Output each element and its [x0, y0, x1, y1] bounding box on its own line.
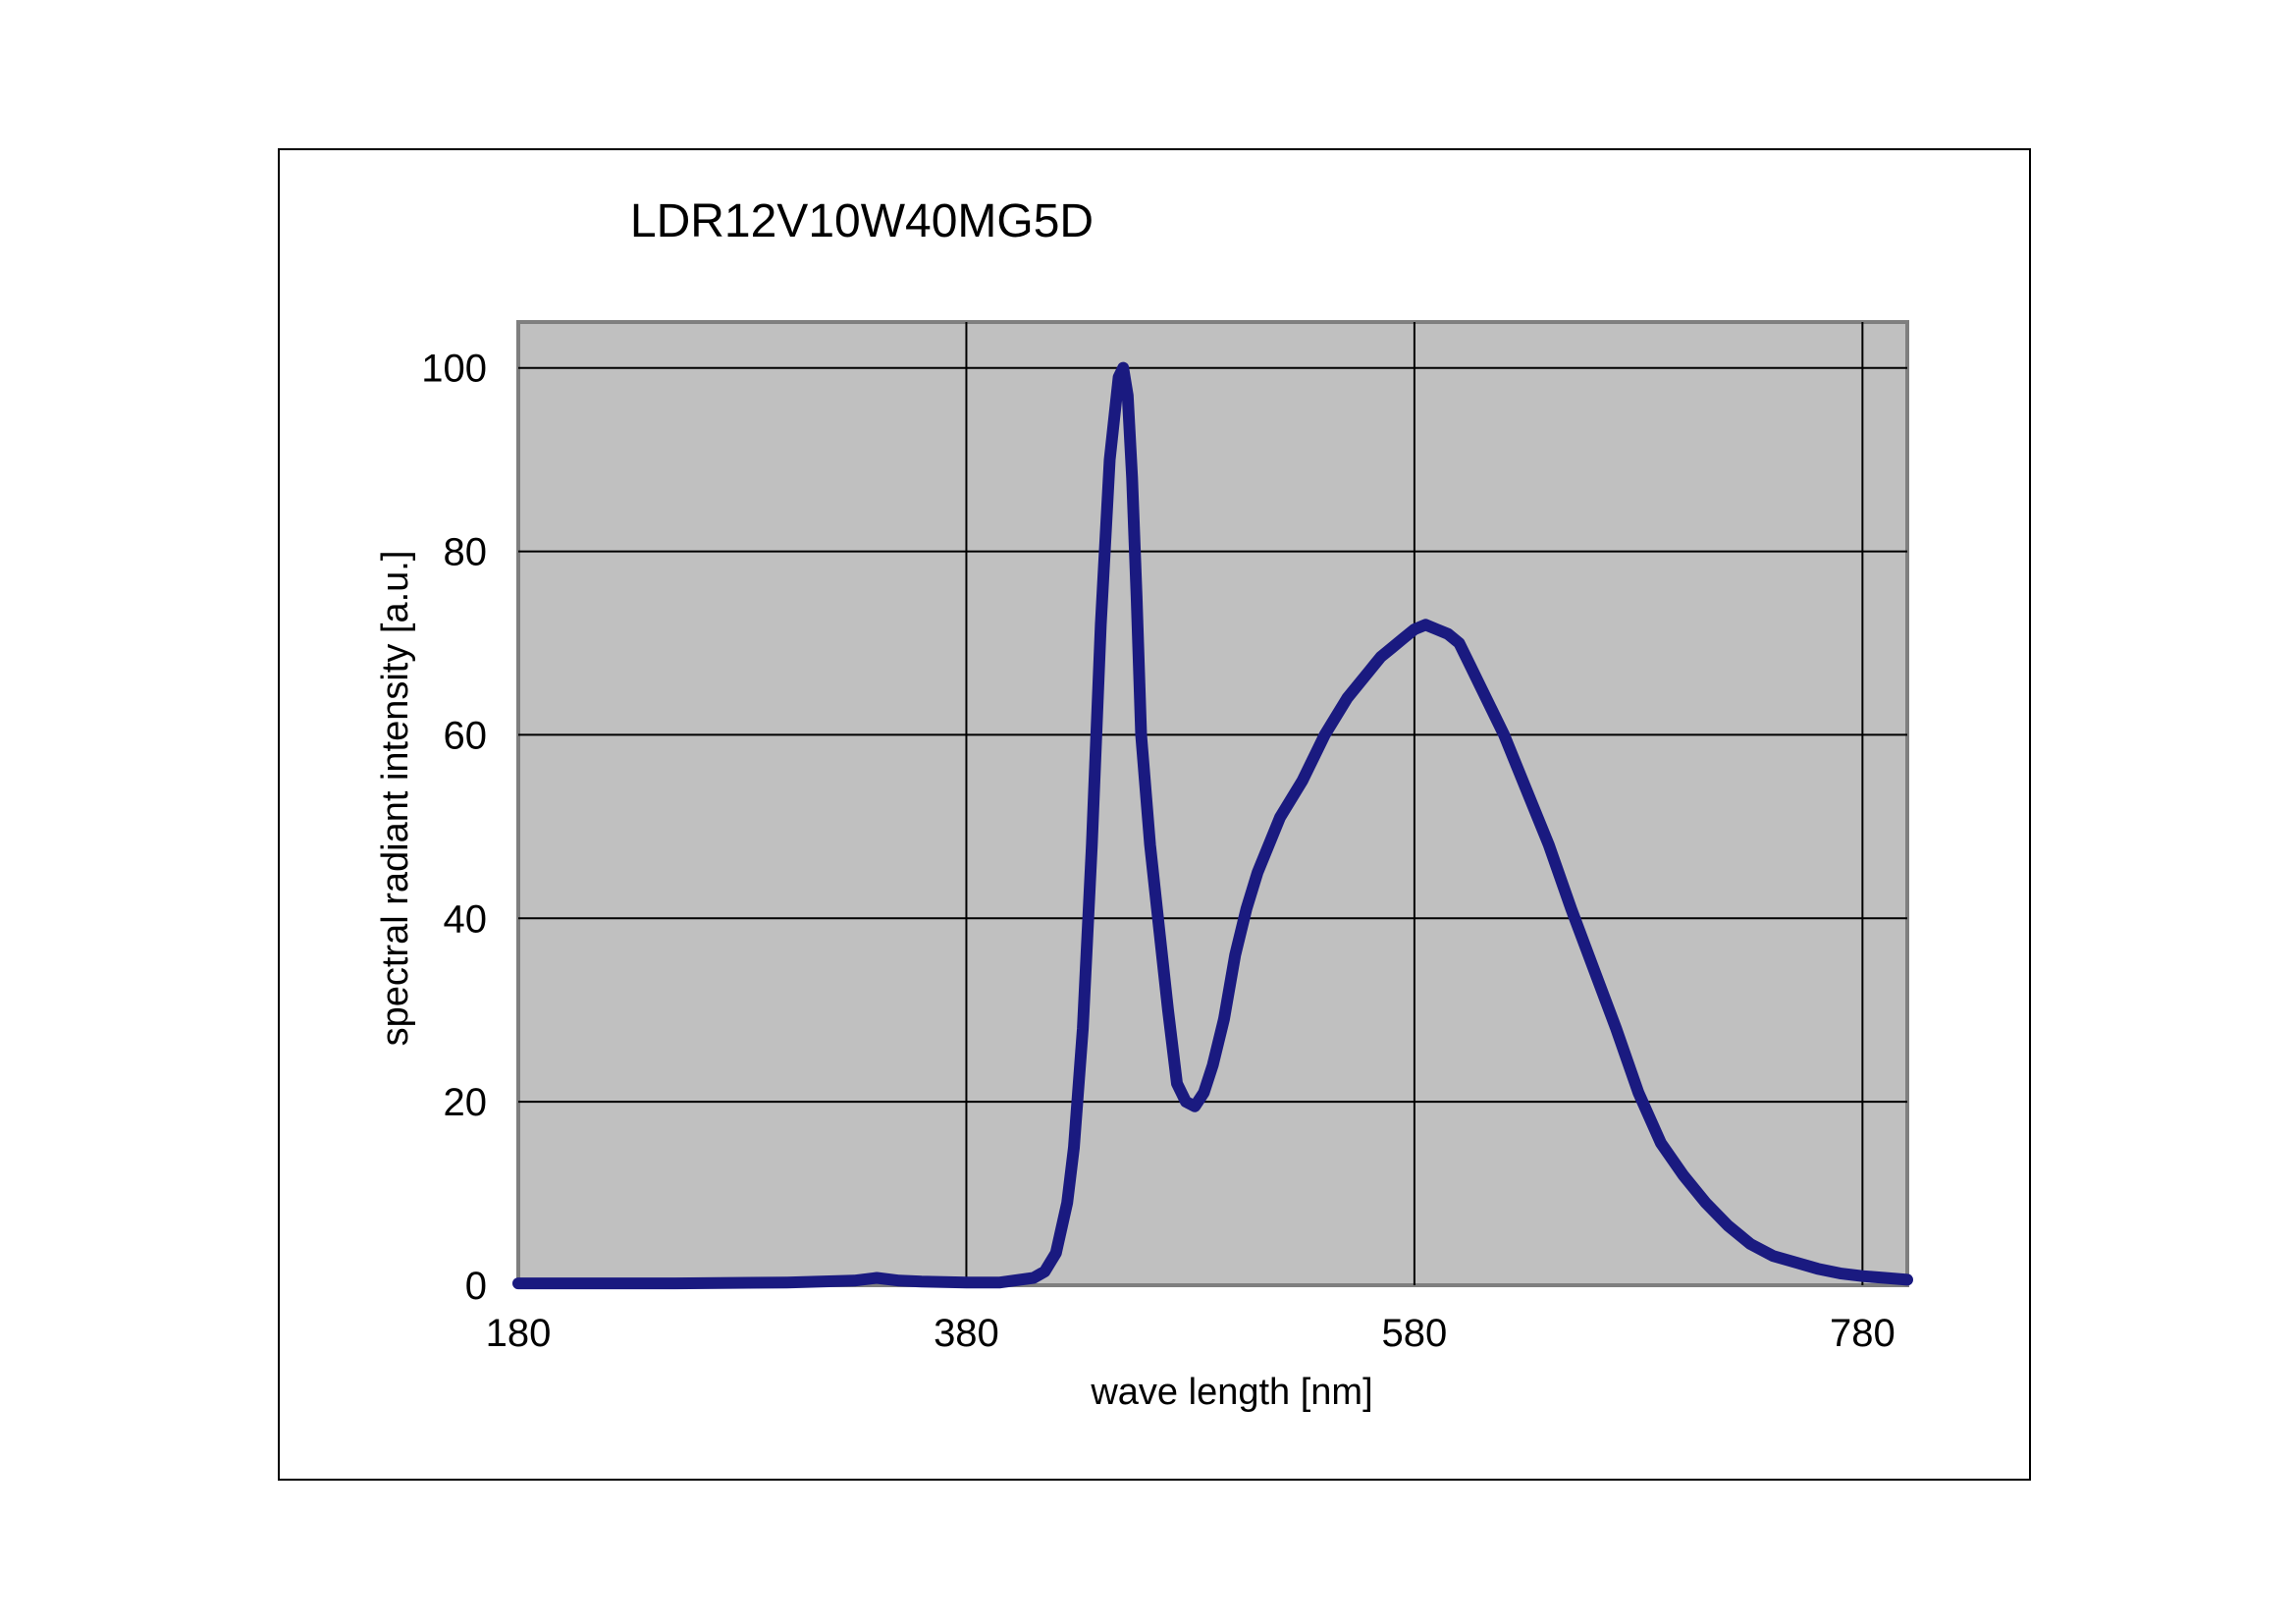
y-tick-label: 40 — [444, 897, 488, 941]
x-tick-label: 380 — [934, 1312, 999, 1355]
y-axis-label: spectral radiant intensity [a.u.] — [375, 551, 416, 1047]
y-tick-label: 80 — [444, 531, 488, 574]
gridlines — [518, 322, 1907, 1285]
chart-frame: LDR12V10W40MG5D 180 380 580 780 0 20 40 60 80 100… — [278, 148, 2031, 1481]
plot-area — [516, 320, 1909, 1287]
spectrum-line — [512, 361, 1913, 1290]
x-tick-label: 780 — [1830, 1312, 1896, 1355]
y-tick-label: 60 — [444, 714, 488, 757]
y-tick-label: 0 — [465, 1265, 487, 1308]
x-tick-label: 580 — [1382, 1312, 1448, 1355]
spectrum-chart: LDR12V10W40MG5D 180 380 580 780 0 20 40 60 80 100… — [375, 195, 1913, 1413]
y-tick-label: 20 — [444, 1081, 488, 1124]
tick-labels: 180 380 580 780 0 20 40 60 80 100 — [421, 348, 1895, 1355]
chart-title: LDR12V10W40MG5D — [630, 195, 1094, 247]
y-tick-label: 100 — [421, 348, 487, 391]
x-axis-label: wave length [nm] — [1090, 1372, 1372, 1413]
x-tick-label: 180 — [486, 1312, 552, 1355]
